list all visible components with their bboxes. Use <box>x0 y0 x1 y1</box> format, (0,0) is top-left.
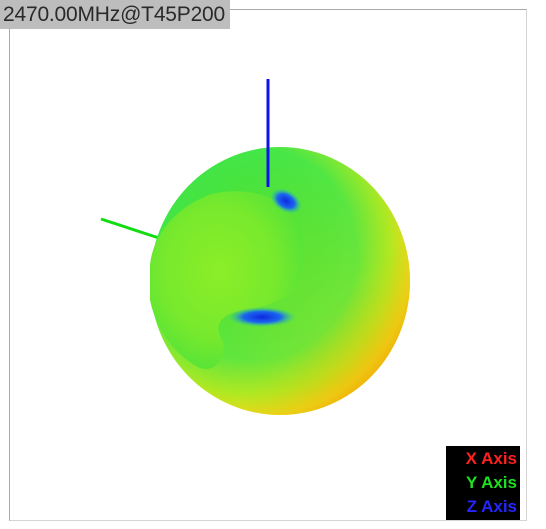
legend-y-axis: Y Axis <box>465 473 517 492</box>
pattern-null-upper <box>270 188 302 214</box>
pattern-front-lobe <box>150 191 304 370</box>
y-axis-line <box>100 217 163 241</box>
frequency-title: 2470.00MHz@T45P200 <box>0 0 231 29</box>
axis-legend: X Axis Y Axis Z Axis <box>446 446 520 520</box>
legend-z-axis: Z Axis <box>466 497 517 516</box>
legend-x-axis: X Axis <box>465 449 517 468</box>
pattern-null-lower <box>228 307 296 327</box>
